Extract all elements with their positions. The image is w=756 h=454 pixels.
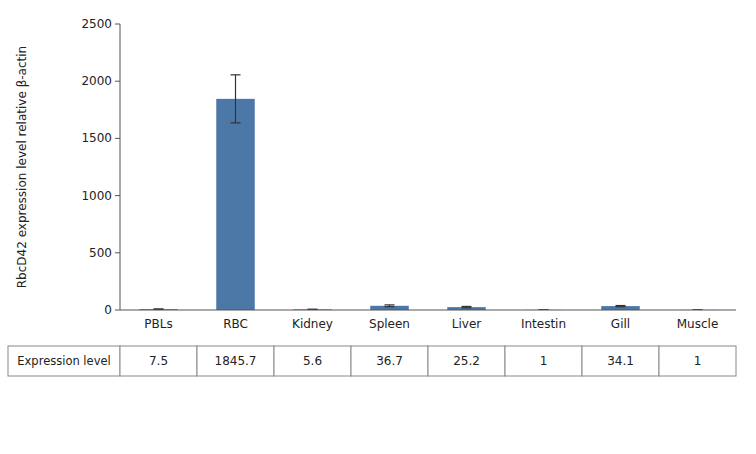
y-tick: [115, 252, 120, 253]
data-label: 1845.7: [215, 354, 257, 368]
y-tick: [115, 138, 120, 139]
value-table: Expression level 7.5 1845.7 5.6 36.7 25.2 1 34.…: [8, 346, 736, 376]
data-label: 25.2: [453, 354, 480, 368]
error-bar: [462, 306, 472, 307]
error-bars: [154, 75, 703, 310]
data-label: 34.1: [607, 354, 634, 368]
y-tick: [115, 24, 120, 25]
bar: [216, 99, 255, 310]
table-row-label: Expression level: [17, 354, 110, 368]
table-cell: [505, 346, 582, 376]
table-cell: [428, 346, 505, 376]
table-cell: [582, 346, 659, 376]
bars: [139, 99, 717, 310]
x-tick-label: Kidney: [292, 317, 333, 331]
chart-container: 0 500 1000 1500 2000 2500 PBLs RBC Kidney Spleen L…: [0, 0, 756, 454]
error-bar: [616, 306, 626, 307]
table-cell: [659, 346, 736, 376]
x-tick-label: Liver: [452, 317, 482, 331]
data-label: 36.7: [376, 354, 403, 368]
error-bar: [385, 305, 395, 307]
y-tick-label: 2500: [81, 17, 112, 31]
bar: [601, 306, 640, 310]
y-tick-label: 2000: [81, 74, 112, 88]
data-label: 7.5: [149, 354, 168, 368]
x-axis-line: [120, 310, 736, 311]
table-cell: [8, 346, 120, 376]
axes: 0 500 1000 1500 2000 2500 PBLs RBC Kidney Spleen L…: [15, 17, 736, 331]
y-tick-label: 1500: [81, 131, 112, 145]
y-tick-label: 1000: [81, 189, 112, 203]
x-tick-label: PBLs: [144, 317, 172, 331]
table-cell: [197, 346, 274, 376]
table-cell: [274, 346, 351, 376]
chart: 0 500 1000 1500 2000 2500 PBLs RBC Kidney Spleen L…: [0, 0, 756, 454]
y-axis-label: RbcD42 expression level relative β-actin: [15, 46, 29, 288]
data-label: 1: [694, 354, 702, 368]
y-tick: [115, 195, 120, 196]
data-label: 1: [540, 354, 548, 368]
table-cell: [120, 346, 197, 376]
x-tick-label: Gill: [611, 317, 630, 331]
data-label: 5.6: [303, 354, 322, 368]
x-tick-label: Spleen: [369, 317, 410, 331]
y-axis-line: [120, 24, 121, 310]
error-bar: [231, 75, 241, 123]
x-tick-label: Intestin: [521, 317, 566, 331]
y-tick-label: 500: [89, 246, 112, 260]
y-tick: [115, 81, 120, 82]
y-tick: [115, 310, 120, 311]
x-tick-label: RBC: [223, 317, 248, 331]
x-tick-label: Muscle: [677, 317, 719, 331]
bar: [370, 306, 409, 310]
y-tick-label: 0: [104, 303, 112, 317]
table-cell: [351, 346, 428, 376]
